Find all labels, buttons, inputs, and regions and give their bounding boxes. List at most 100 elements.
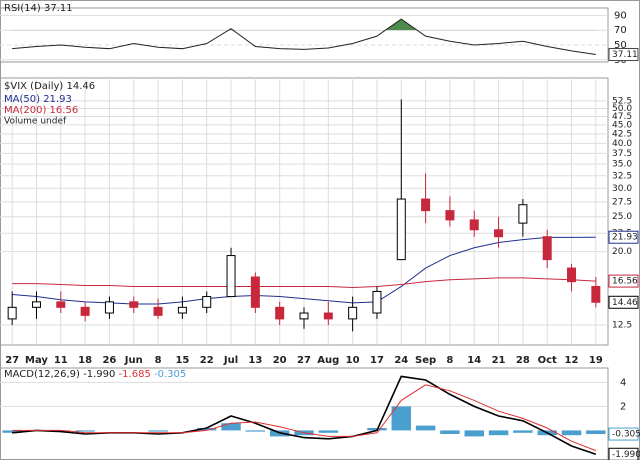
panel — [0, 367, 609, 460]
candle-body — [421, 198, 431, 212]
y-tick-label: 47.5 — [612, 112, 632, 122]
y-tick-label: 42.5 — [612, 129, 632, 139]
candle-body — [445, 210, 455, 221]
legend-entry: MA(50) 21.93 — [4, 94, 72, 105]
candle-body — [469, 219, 479, 231]
x-tick-label: 18 — [78, 355, 92, 366]
legend-text: RSI(14) — [4, 3, 41, 14]
x-tick-label: 19 — [589, 355, 603, 366]
histogram-bar — [2, 430, 22, 433]
candle-body — [80, 306, 90, 316]
y-tick-label: 90 — [614, 10, 627, 21]
legend-entry: MACD(12,26,9) -1.990 -1.685 -0.305 — [4, 369, 186, 380]
x-tick-label: 20 — [273, 355, 287, 366]
y-tick-label: 50.0 — [612, 104, 632, 114]
y-tick-label: 25.0 — [612, 212, 632, 222]
value-box — [608, 230, 639, 244]
legend-text: 16.56 — [50, 105, 79, 116]
y-tick-label: 45.0 — [612, 120, 632, 130]
legend-text: -0.305 — [154, 369, 186, 380]
candle-body — [275, 306, 285, 320]
candle-body — [348, 306, 358, 320]
x-tick-label: 12 — [565, 355, 579, 366]
candle-body — [226, 255, 236, 298]
panel — [0, 7, 609, 63]
legend-text: $VIX (Daily) — [4, 81, 63, 92]
y-tick-label: 40.0 — [612, 139, 632, 149]
x-tick-label: 28 — [516, 355, 530, 366]
histogram-bar — [148, 430, 168, 432]
candle-body — [177, 306, 187, 314]
legend-text: 21.93 — [43, 94, 72, 105]
x-tick-label: 11 — [54, 355, 68, 366]
x-tick-label: 15 — [175, 355, 189, 366]
x-tick-label: Jun — [124, 355, 143, 366]
histogram-bar — [488, 430, 509, 436]
histogram-bar — [464, 430, 484, 437]
candle-body — [104, 301, 114, 314]
rsi-line — [12, 18, 596, 56]
y-tick-label: 70 — [614, 25, 627, 36]
histogram-bar — [440, 430, 460, 434]
y-tick-label: 37.5 — [612, 149, 632, 159]
legend-entry: $VIX (Daily) 14.46 — [4, 81, 95, 92]
x-tick-label: Jul — [223, 355, 238, 366]
candle-body — [202, 296, 212, 308]
candle-body — [250, 276, 260, 308]
y-tick-label: 32.5 — [612, 171, 632, 181]
histogram-bar — [415, 425, 436, 431]
legend-text: 37.11 — [44, 3, 73, 14]
histogram-bar — [318, 430, 339, 433]
x-tick-label: 26 — [102, 355, 116, 366]
value-box — [608, 295, 639, 309]
value-box-label: 21.93 — [612, 233, 638, 243]
candle-body — [31, 301, 41, 308]
y-tick-label: 30.0 — [612, 184, 632, 194]
x-tick-label: 24 — [394, 355, 408, 366]
candle-body — [129, 301, 139, 308]
y-tick-label: 27.5 — [612, 197, 632, 207]
histogram-bar — [221, 423, 241, 431]
candle-body — [299, 312, 309, 320]
histogram-bar — [513, 430, 533, 433]
candle-body — [396, 198, 406, 261]
y-tick-label: 12.5 — [612, 321, 632, 331]
legend-text: MA(200) — [4, 105, 46, 116]
candle-body — [323, 312, 333, 320]
value-box-label: 37.11 — [612, 50, 638, 60]
legend-text: -1.990 — [83, 369, 115, 380]
candle-body — [494, 229, 504, 238]
x-tick-label: Sep — [415, 355, 436, 366]
value-box-label: 16.56 — [612, 277, 638, 287]
candle-body — [567, 267, 577, 283]
histogram-bar — [561, 430, 582, 436]
legend-entry: MA(200) 16.56 — [4, 105, 78, 116]
candle-body — [372, 290, 382, 314]
value-box — [608, 274, 639, 288]
value-box — [608, 427, 639, 441]
volume-legend: Volume undef — [4, 117, 67, 127]
legend-text: MA(50) — [4, 94, 40, 105]
value-box — [608, 48, 639, 62]
macd-line — [12, 384, 597, 452]
candle-body — [56, 301, 66, 308]
x-tick-label: 17 — [370, 355, 384, 366]
x-tick-label: 21 — [492, 355, 506, 366]
candle-body — [7, 306, 17, 320]
legend-text: -1.685 — [119, 369, 151, 380]
x-tick-label: 27 — [5, 355, 19, 366]
moving-average — [12, 277, 596, 288]
histogram-bar — [75, 430, 95, 432]
candle-body — [518, 204, 528, 224]
x-tick-label: May — [25, 355, 48, 366]
x-tick-label: 8 — [446, 355, 453, 366]
x-tick-label: 10 — [346, 355, 360, 366]
x-tick-label: 13 — [248, 355, 262, 366]
candle-body — [153, 306, 163, 316]
histogram-bar — [196, 428, 217, 431]
legend-text: 14.46 — [66, 81, 95, 92]
x-tick-label: Oct — [538, 355, 557, 366]
y-tick-label: 52.5 — [612, 96, 632, 106]
